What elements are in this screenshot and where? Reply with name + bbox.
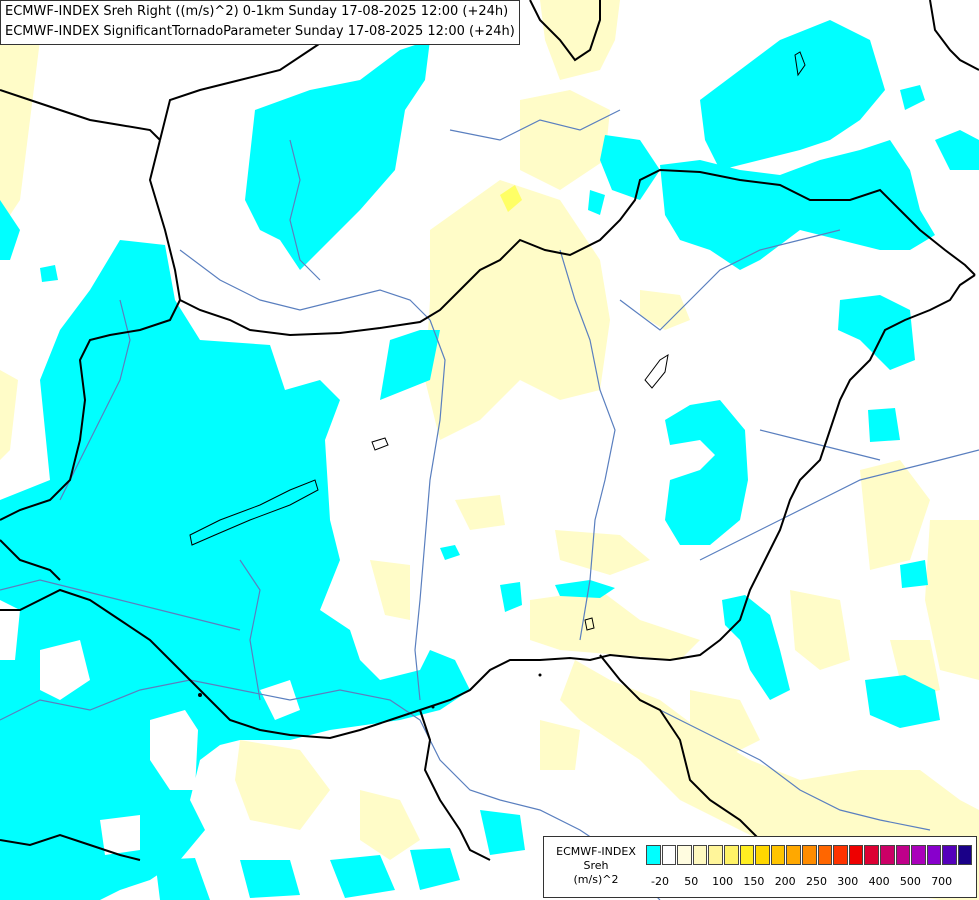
legend-swatch-20 <box>957 845 973 865</box>
legend-swatch-2 <box>677 845 692 865</box>
legend-swatch-1 <box>661 845 677 865</box>
legend-swatch-5 <box>723 845 739 865</box>
legend-tick-7: 400 <box>868 875 890 888</box>
legend-swatch-15 <box>879 845 895 865</box>
legend-swatch-11 <box>817 845 833 865</box>
legend-swatch-7 <box>755 845 770 865</box>
legend-parameter: Sreh <box>583 859 609 872</box>
legend-title: ECMWF-INDEX Sreh (m/s)^2 <box>548 845 644 887</box>
legend-tick-5: 250 <box>806 875 827 888</box>
legend-swatch-4 <box>708 845 723 865</box>
legend-unit: (m/s)^2 <box>573 873 619 886</box>
legend-swatch-13 <box>848 845 864 865</box>
legend-tick-9: 700 <box>931 875 953 888</box>
legend-tick-8: 500 <box>899 875 921 888</box>
legend-swatch-9 <box>786 845 801 865</box>
legend-tick-0: -20 <box>651 875 669 888</box>
legend-swatches <box>646 845 973 865</box>
legend-swatch-8 <box>770 845 786 865</box>
legend-tick-6: 300 <box>837 875 859 888</box>
legend-tick-3: 150 <box>743 875 765 888</box>
legend-swatch-6 <box>739 845 755 865</box>
title-line-2: ECMWF-INDEX SignificantTornadoParameter … <box>5 24 515 39</box>
title-line-1: ECMWF-INDEX Sreh Right ((m/s)^2) 0-1km S… <box>5 4 509 19</box>
legend-swatch-17 <box>911 845 926 865</box>
legend-swatch-3 <box>692 845 708 865</box>
color-legend: ECMWF-INDEX Sreh (m/s)^2 -20 50 100 150 200 2… <box>543 836 977 898</box>
legend-source: ECMWF-INDEX <box>556 845 636 858</box>
lakes <box>189 51 806 631</box>
legend-swatch-19 <box>942 845 957 865</box>
legend-tick-2: 100 <box>712 875 734 888</box>
national-borders <box>0 0 979 861</box>
map-title: ECMWF-INDEX Sreh Right ((m/s)^2) 0-1km S… <box>0 0 520 45</box>
legend-swatch-0 <box>646 845 661 865</box>
legend-swatch-14 <box>864 845 879 865</box>
legend-swatch-18 <box>926 845 942 865</box>
legend-tick-1: 50 <box>684 875 699 888</box>
legend-ticks: -20 50 100 150 200 250 300 400 500 700 <box>646 875 976 891</box>
legend-tick-4: 200 <box>774 875 796 888</box>
yellow-spot <box>500 185 522 212</box>
white-patches <box>0 330 780 855</box>
cyan-fields <box>0 20 979 900</box>
legend-swatch-10 <box>801 845 817 865</box>
city-markers <box>198 673 542 709</box>
rivers <box>0 109 979 900</box>
legend-swatch-12 <box>833 845 848 865</box>
legend-swatch-16 <box>895 845 911 865</box>
